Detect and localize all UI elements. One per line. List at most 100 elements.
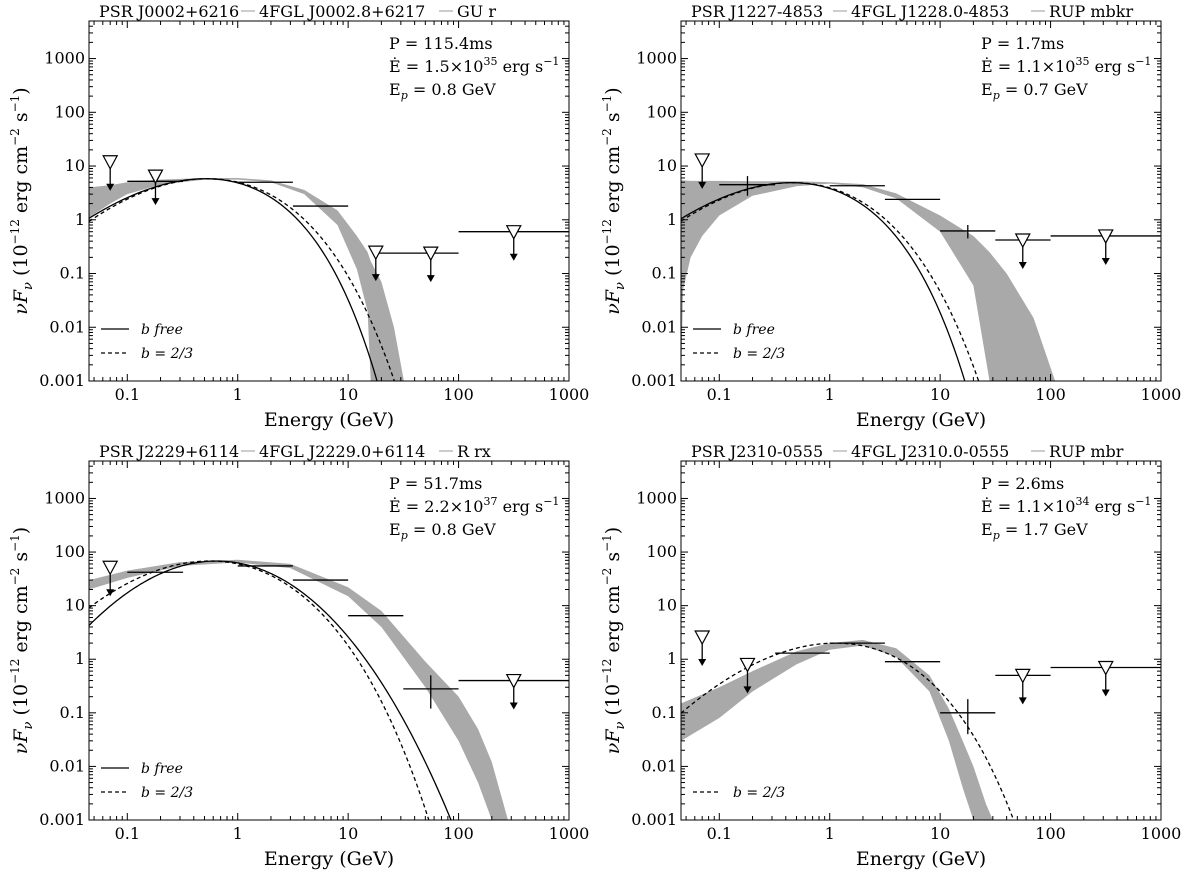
- axes-frame: [88, 460, 570, 821]
- panel-4: 0.1 1 10 100 1000 0.001 0.01 0.1 1 10 100 1000 PSR J…: [600, 442, 1182, 870]
- title-part-3: GU r: [457, 2, 496, 21]
- upper-limit-arrowhead: [1018, 697, 1027, 705]
- upper-limit-triangle: [367, 245, 384, 261]
- upper-limit-triangle: [505, 673, 522, 689]
- legend-label: b free: [733, 322, 775, 338]
- uncertainty-band: [681, 179, 1056, 381]
- x-tick-label: 100: [1035, 385, 1066, 404]
- y-axis-label: νFν (10−12 erg cm−2 s−1): [600, 87, 628, 314]
- upper-limit-triangle: [102, 155, 119, 171]
- data-point: [940, 699, 996, 735]
- x-tick-label: 0.1: [115, 385, 140, 404]
- upper-limit-triangle: [1097, 229, 1114, 245]
- data-point: [719, 176, 776, 196]
- title-part-2: 4FGL J2229.0+6114: [259, 442, 425, 461]
- y-tick-label: 10: [65, 596, 85, 615]
- upper-limit-arrowhead: [1018, 262, 1027, 270]
- upper-limit: [1014, 668, 1031, 705]
- legend-label: b free: [141, 761, 183, 777]
- upper-limit-triangle: [147, 169, 164, 185]
- upper-limit-arrowhead: [1101, 257, 1110, 265]
- panel-3: 0.1 1 10 100 1000 0.001 0.01 0.1 1 10 100 1000 PSR J…: [8, 442, 590, 870]
- x-tick-label: 10: [930, 385, 950, 404]
- y-tick-label: 1000: [44, 49, 85, 68]
- title-part-1: PSR J1227-4853: [691, 2, 823, 21]
- upper-limit: [102, 560, 119, 597]
- x-tick-label: 1000: [1141, 824, 1182, 843]
- y-tick-label: 100: [54, 102, 85, 121]
- info-period: P = 115.4ms: [389, 34, 493, 53]
- upper-limit-arrowhead: [151, 198, 160, 206]
- legend-label: b free: [141, 322, 183, 338]
- upper-limit: [1014, 233, 1031, 270]
- model-curve-b-two-thirds: [89, 560, 430, 820]
- x-axis-label: Energy (GeV): [856, 409, 986, 431]
- upper-limit-arrowhead: [106, 589, 115, 597]
- x-tick-label: 1: [825, 385, 835, 404]
- upper-limit: [1097, 229, 1114, 265]
- upper-limit-triangle: [102, 560, 119, 576]
- y-tick-label: 0.001: [39, 371, 85, 390]
- plot-area: [89, 155, 569, 381]
- y-tick-label: 1000: [636, 49, 677, 68]
- upper-limit-arrowhead: [509, 702, 518, 710]
- info-period: P = 2.6ms: [981, 474, 1064, 493]
- uncertainty-band: [681, 639, 993, 820]
- y-tick-label: 10: [657, 596, 677, 615]
- info-period: P = 1.7ms: [981, 34, 1064, 53]
- upper-limit-arrowhead: [1101, 689, 1110, 697]
- model-curve-b-two-thirds: [89, 178, 396, 381]
- info-edot: Ė = 1.5×1035 erg s−1: [389, 55, 559, 76]
- y-tick-label: 0.01: [49, 317, 85, 336]
- info-period: P = 51.7ms: [389, 474, 482, 493]
- info-edot: Ė = 2.2×1037 erg s−1: [389, 495, 559, 516]
- title-part-3: RUP mbkr: [1049, 2, 1133, 21]
- title-part-1: PSR J2310-0555: [691, 442, 823, 461]
- title-part-2: 4FGL J0002.8+6217: [259, 2, 425, 21]
- uncertainty-band: [89, 177, 404, 381]
- y-tick-label: 0.001: [39, 810, 85, 829]
- legend-label: b = 2/3: [733, 785, 785, 801]
- x-tick-label: 1: [233, 385, 243, 404]
- x-tick-label: 1: [825, 824, 835, 843]
- x-tick-label: 1000: [549, 824, 590, 843]
- y-tick-label: 1: [75, 210, 85, 229]
- upper-limit-arrowhead: [698, 181, 707, 189]
- y-tick-label: 0.1: [652, 703, 677, 722]
- upper-limit-arrowhead: [106, 183, 115, 191]
- axes-frame: [680, 460, 1162, 821]
- upper-limit-arrowhead: [509, 253, 518, 261]
- upper-limit-triangle: [694, 153, 711, 169]
- upper-limit-triangle: [505, 225, 522, 240]
- y-tick-label: 1: [667, 649, 677, 668]
- info-peak-energy: Ep = 0.8 GeV: [389, 80, 496, 102]
- x-axis-label: Energy (GeV): [856, 848, 986, 870]
- model-curve-b-two-thirds: [681, 182, 980, 381]
- axes-frame: [88, 20, 570, 382]
- axes-frame: [680, 20, 1162, 382]
- x-tick-label: 10: [930, 824, 950, 843]
- x-tick-label: 10: [338, 824, 358, 843]
- y-tick-label: 0.001: [631, 810, 677, 829]
- upper-limit-arrowhead: [371, 274, 380, 282]
- plot-area: [681, 630, 1161, 820]
- y-tick-label: 0.01: [49, 756, 85, 775]
- x-tick-label: 1000: [549, 385, 590, 404]
- upper-limit-arrowhead: [426, 275, 435, 283]
- y-tick-label: 0.01: [641, 317, 677, 336]
- x-tick-label: 0.1: [707, 385, 732, 404]
- upper-limit: [505, 673, 522, 710]
- upper-limit: [694, 630, 711, 666]
- upper-limit: [505, 225, 522, 261]
- y-tick-label: 1000: [636, 488, 677, 507]
- title-part-2: 4FGL J2310.0-0555: [851, 442, 1009, 461]
- upper-limit: [367, 245, 384, 282]
- upper-limit: [739, 657, 756, 694]
- info-peak-energy: Ep = 0.7 GeV: [981, 80, 1088, 102]
- title-part-2: 4FGL J1228.0-4853: [851, 2, 1009, 21]
- data-point: [403, 675, 459, 709]
- panel-1: 0.1 1 10 100 1000 0.001 0.01 0.1 1 10 100 1000 PSR J…: [8, 2, 590, 431]
- x-tick-label: 1: [233, 824, 243, 843]
- data-point: [940, 224, 996, 239]
